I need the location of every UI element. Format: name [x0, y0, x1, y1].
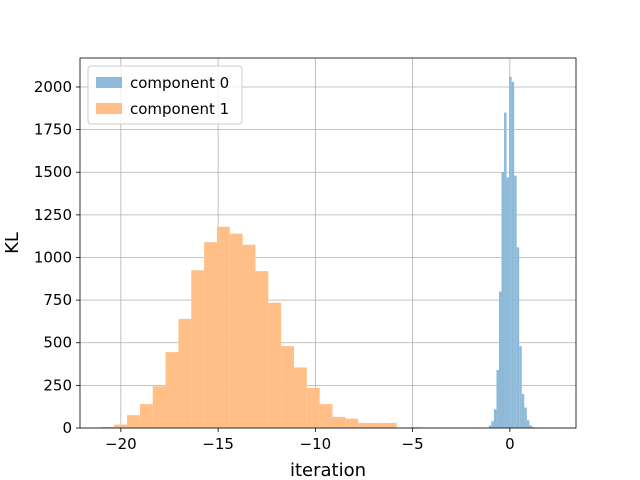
histogram-bar	[178, 318, 192, 428]
legend-swatch	[96, 77, 122, 88]
y-tick-label: 1000	[34, 248, 72, 266]
grid-lines	[80, 58, 576, 429]
histogram-bar	[152, 386, 166, 428]
histogram-bar	[268, 302, 282, 428]
x-tick-label: −5	[402, 435, 424, 453]
histogram-bar	[509, 76, 512, 428]
legend-label: component 1	[130, 100, 229, 118]
histogram-bar	[409, 427, 423, 428]
histogram-bar	[516, 247, 520, 428]
histogram-bar	[506, 177, 510, 428]
histogram-bar	[306, 387, 320, 428]
histogram-bar	[514, 175, 517, 428]
histogram-bar	[139, 404, 153, 428]
histogram-bar	[293, 367, 307, 428]
legend-box	[87, 65, 243, 125]
histogram-bar	[531, 427, 535, 428]
histogram-bar	[255, 271, 269, 428]
y-axis-ticks: 0 250 500 750 1000 1250 1500 1750 2000	[34, 78, 80, 437]
histogram-bar	[488, 425, 492, 428]
histogram-bar	[127, 415, 140, 428]
y-tick-label: 500	[43, 334, 72, 352]
y-tick-label: 1250	[34, 206, 72, 224]
histogram-bar	[491, 421, 494, 428]
histogram-bar	[204, 242, 217, 428]
histogram-bar	[332, 416, 346, 428]
histogram-bar	[526, 420, 530, 428]
histogram-bar	[114, 424, 128, 428]
legend-label: component 0	[130, 74, 229, 92]
histogram-bar	[345, 418, 359, 428]
y-axis-label: KL	[2, 232, 23, 254]
histogram-bar	[370, 422, 384, 428]
y-tick-label: 750	[43, 291, 72, 309]
y-tick-label: 0	[62, 419, 72, 437]
histogram-bar	[216, 226, 230, 428]
y-tick-label: 2000	[34, 78, 72, 96]
histogram-bar	[521, 393, 525, 428]
x-tick-label: −20	[105, 435, 137, 453]
histogram-bar	[242, 244, 256, 428]
histogram-bar	[511, 81, 515, 428]
histogram-bar	[229, 233, 243, 428]
x-axis-label: iteration	[290, 460, 366, 480]
histogram-bar	[191, 270, 205, 428]
histogram-bar	[524, 407, 527, 428]
histogram-bar	[493, 409, 497, 428]
histogram-bar	[519, 346, 522, 428]
legend: component 0 component 1	[87, 65, 243, 125]
histogram-bar	[504, 112, 507, 429]
histogram-bar	[281, 346, 294, 428]
histogram-bar	[529, 425, 532, 428]
axes-frame	[79, 57, 577, 429]
x-tick-label: −10	[300, 435, 332, 453]
y-tick-label: 1500	[34, 163, 72, 181]
bars	[101, 76, 535, 429]
x-tick-label: 0	[505, 435, 515, 453]
histogram-bar	[501, 172, 505, 428]
histogram-bar	[358, 422, 371, 428]
x-tick-label: −15	[202, 435, 234, 453]
histogram-bar	[498, 291, 502, 428]
x-axis-ticks: −20 −15 −10 −5 0	[105, 428, 515, 453]
histogram-bar	[319, 404, 333, 428]
histogram-bar	[165, 352, 179, 428]
y-tick-label: 1750	[34, 121, 72, 139]
histogram-bar	[383, 422, 397, 428]
legend-swatch	[96, 103, 122, 114]
y-tick-label: 250	[43, 376, 72, 394]
histogram-bar	[101, 426, 115, 428]
histogram-bar	[496, 370, 499, 428]
